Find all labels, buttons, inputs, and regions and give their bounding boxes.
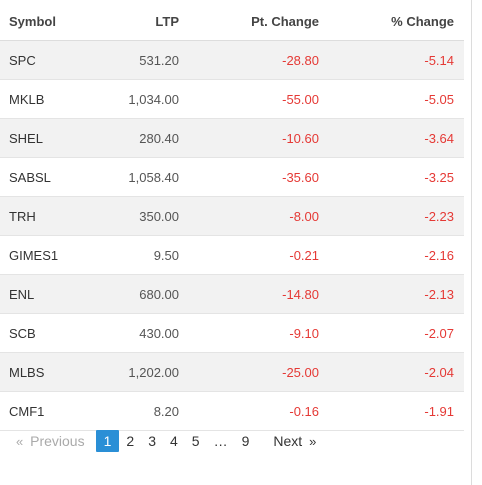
cell-symbol: MKLB [0, 79, 69, 119]
page-button-5[interactable]: 5 [191, 433, 200, 449]
cell-ltp: 1,034.00 [69, 79, 189, 119]
cell-pct-change: -2.13 [329, 274, 464, 314]
table-header-row: Symbol LTP Pt. Change % Change [0, 2, 464, 41]
next-label: Next [273, 432, 303, 449]
table-row[interactable]: SHEL 280.40 -10.60 -3.64 [0, 118, 464, 158]
header-symbol[interactable]: Symbol [0, 2, 69, 41]
cell-ltp: 8.20 [69, 391, 189, 431]
cell-ltp: 531.20 [69, 40, 189, 80]
pagination-ellipsis: … [213, 433, 228, 449]
header-pct-change[interactable]: % Change [329, 2, 464, 41]
chevron-double-right-icon: » [309, 433, 317, 449]
losers-table: Symbol LTP Pt. Change % Change SPC 531.2… [0, 2, 464, 431]
page-button-2[interactable]: 2 [126, 433, 135, 449]
cell-pct-change: -5.05 [329, 79, 464, 119]
cell-ltp: 1,058.40 [69, 157, 189, 197]
cell-pt-change: -10.60 [189, 118, 329, 158]
cell-symbol: SABSL [0, 157, 69, 197]
cell-pt-change: -0.16 [189, 391, 329, 431]
cell-symbol: ENL [0, 274, 69, 314]
cell-pct-change: -2.04 [329, 352, 464, 392]
cell-pt-change: -55.00 [189, 79, 329, 119]
table-row[interactable]: MLBS 1,202.00 -25.00 -2.04 [0, 352, 464, 392]
cell-pct-change: -3.64 [329, 118, 464, 158]
table-panel: Symbol LTP Pt. Change % Change SPC 531.2… [0, 0, 472, 485]
cell-ltp: 1,202.00 [69, 352, 189, 392]
page-button-1[interactable]: 1 [95, 430, 120, 452]
table-row[interactable]: MKLB 1,034.00 -55.00 -5.05 [0, 79, 464, 119]
cell-symbol: SCB [0, 313, 69, 353]
previous-label: Previous [30, 432, 85, 449]
table-row[interactable]: GIMES1 9.50 -0.21 -2.16 [0, 235, 464, 275]
cell-pt-change: -14.80 [189, 274, 329, 314]
cell-symbol: CMF1 [0, 391, 69, 431]
cell-pt-change: -35.60 [189, 157, 329, 197]
cell-ltp: 9.50 [69, 235, 189, 275]
page-button-4[interactable]: 4 [169, 433, 178, 449]
cell-pt-change: -9.10 [189, 313, 329, 353]
cell-symbol: SPC [0, 40, 69, 80]
cell-pct-change: -1.91 [329, 391, 464, 431]
page-button-3[interactable]: 3 [148, 433, 156, 449]
header-pt-change[interactable]: Pt. Change [189, 2, 329, 41]
cell-pct-change: -2.07 [329, 313, 464, 353]
page-button-9[interactable]: 9 [241, 433, 250, 449]
cell-pct-change: -2.23 [329, 196, 464, 236]
table-row[interactable]: CMF1 8.20 -0.16 -1.91 [0, 391, 464, 431]
cell-ltp: 680.00 [69, 274, 189, 314]
cell-pt-change: -28.80 [189, 40, 329, 80]
cell-pct-change: -2.16 [329, 235, 464, 275]
cell-symbol: GIMES1 [0, 235, 69, 275]
pagination: « Previous 1 2 3 4 5 … 9 Next » [6, 430, 326, 452]
chevron-double-left-icon: « [16, 433, 24, 449]
cell-ltp: 430.00 [69, 313, 189, 353]
previous-button[interactable]: « Previous [6, 430, 92, 453]
cell-pt-change: -0.21 [189, 235, 329, 275]
cell-symbol: SHEL [0, 118, 69, 158]
cell-pct-change: -5.14 [329, 40, 464, 80]
cell-symbol: TRH [0, 196, 69, 236]
table-row[interactable]: TRH 350.00 -8.00 -2.23 [0, 196, 464, 236]
cell-ltp: 280.40 [69, 118, 189, 158]
table-row[interactable]: SPC 531.20 -28.80 -5.14 [0, 40, 464, 80]
table-row[interactable]: ENL 680.00 -14.80 -2.13 [0, 274, 464, 314]
cell-ltp: 350.00 [69, 196, 189, 236]
table-row[interactable]: SABSL 1,058.40 -35.60 -3.25 [0, 157, 464, 197]
cell-symbol: MLBS [0, 352, 69, 392]
next-button[interactable]: Next » [266, 430, 326, 453]
table-row[interactable]: SCB 430.00 -9.10 -2.07 [0, 313, 464, 353]
cell-pt-change: -8.00 [189, 196, 329, 236]
cell-pct-change: -3.25 [329, 157, 464, 197]
cell-pt-change: -25.00 [189, 352, 329, 392]
header-ltp[interactable]: LTP [69, 2, 189, 41]
